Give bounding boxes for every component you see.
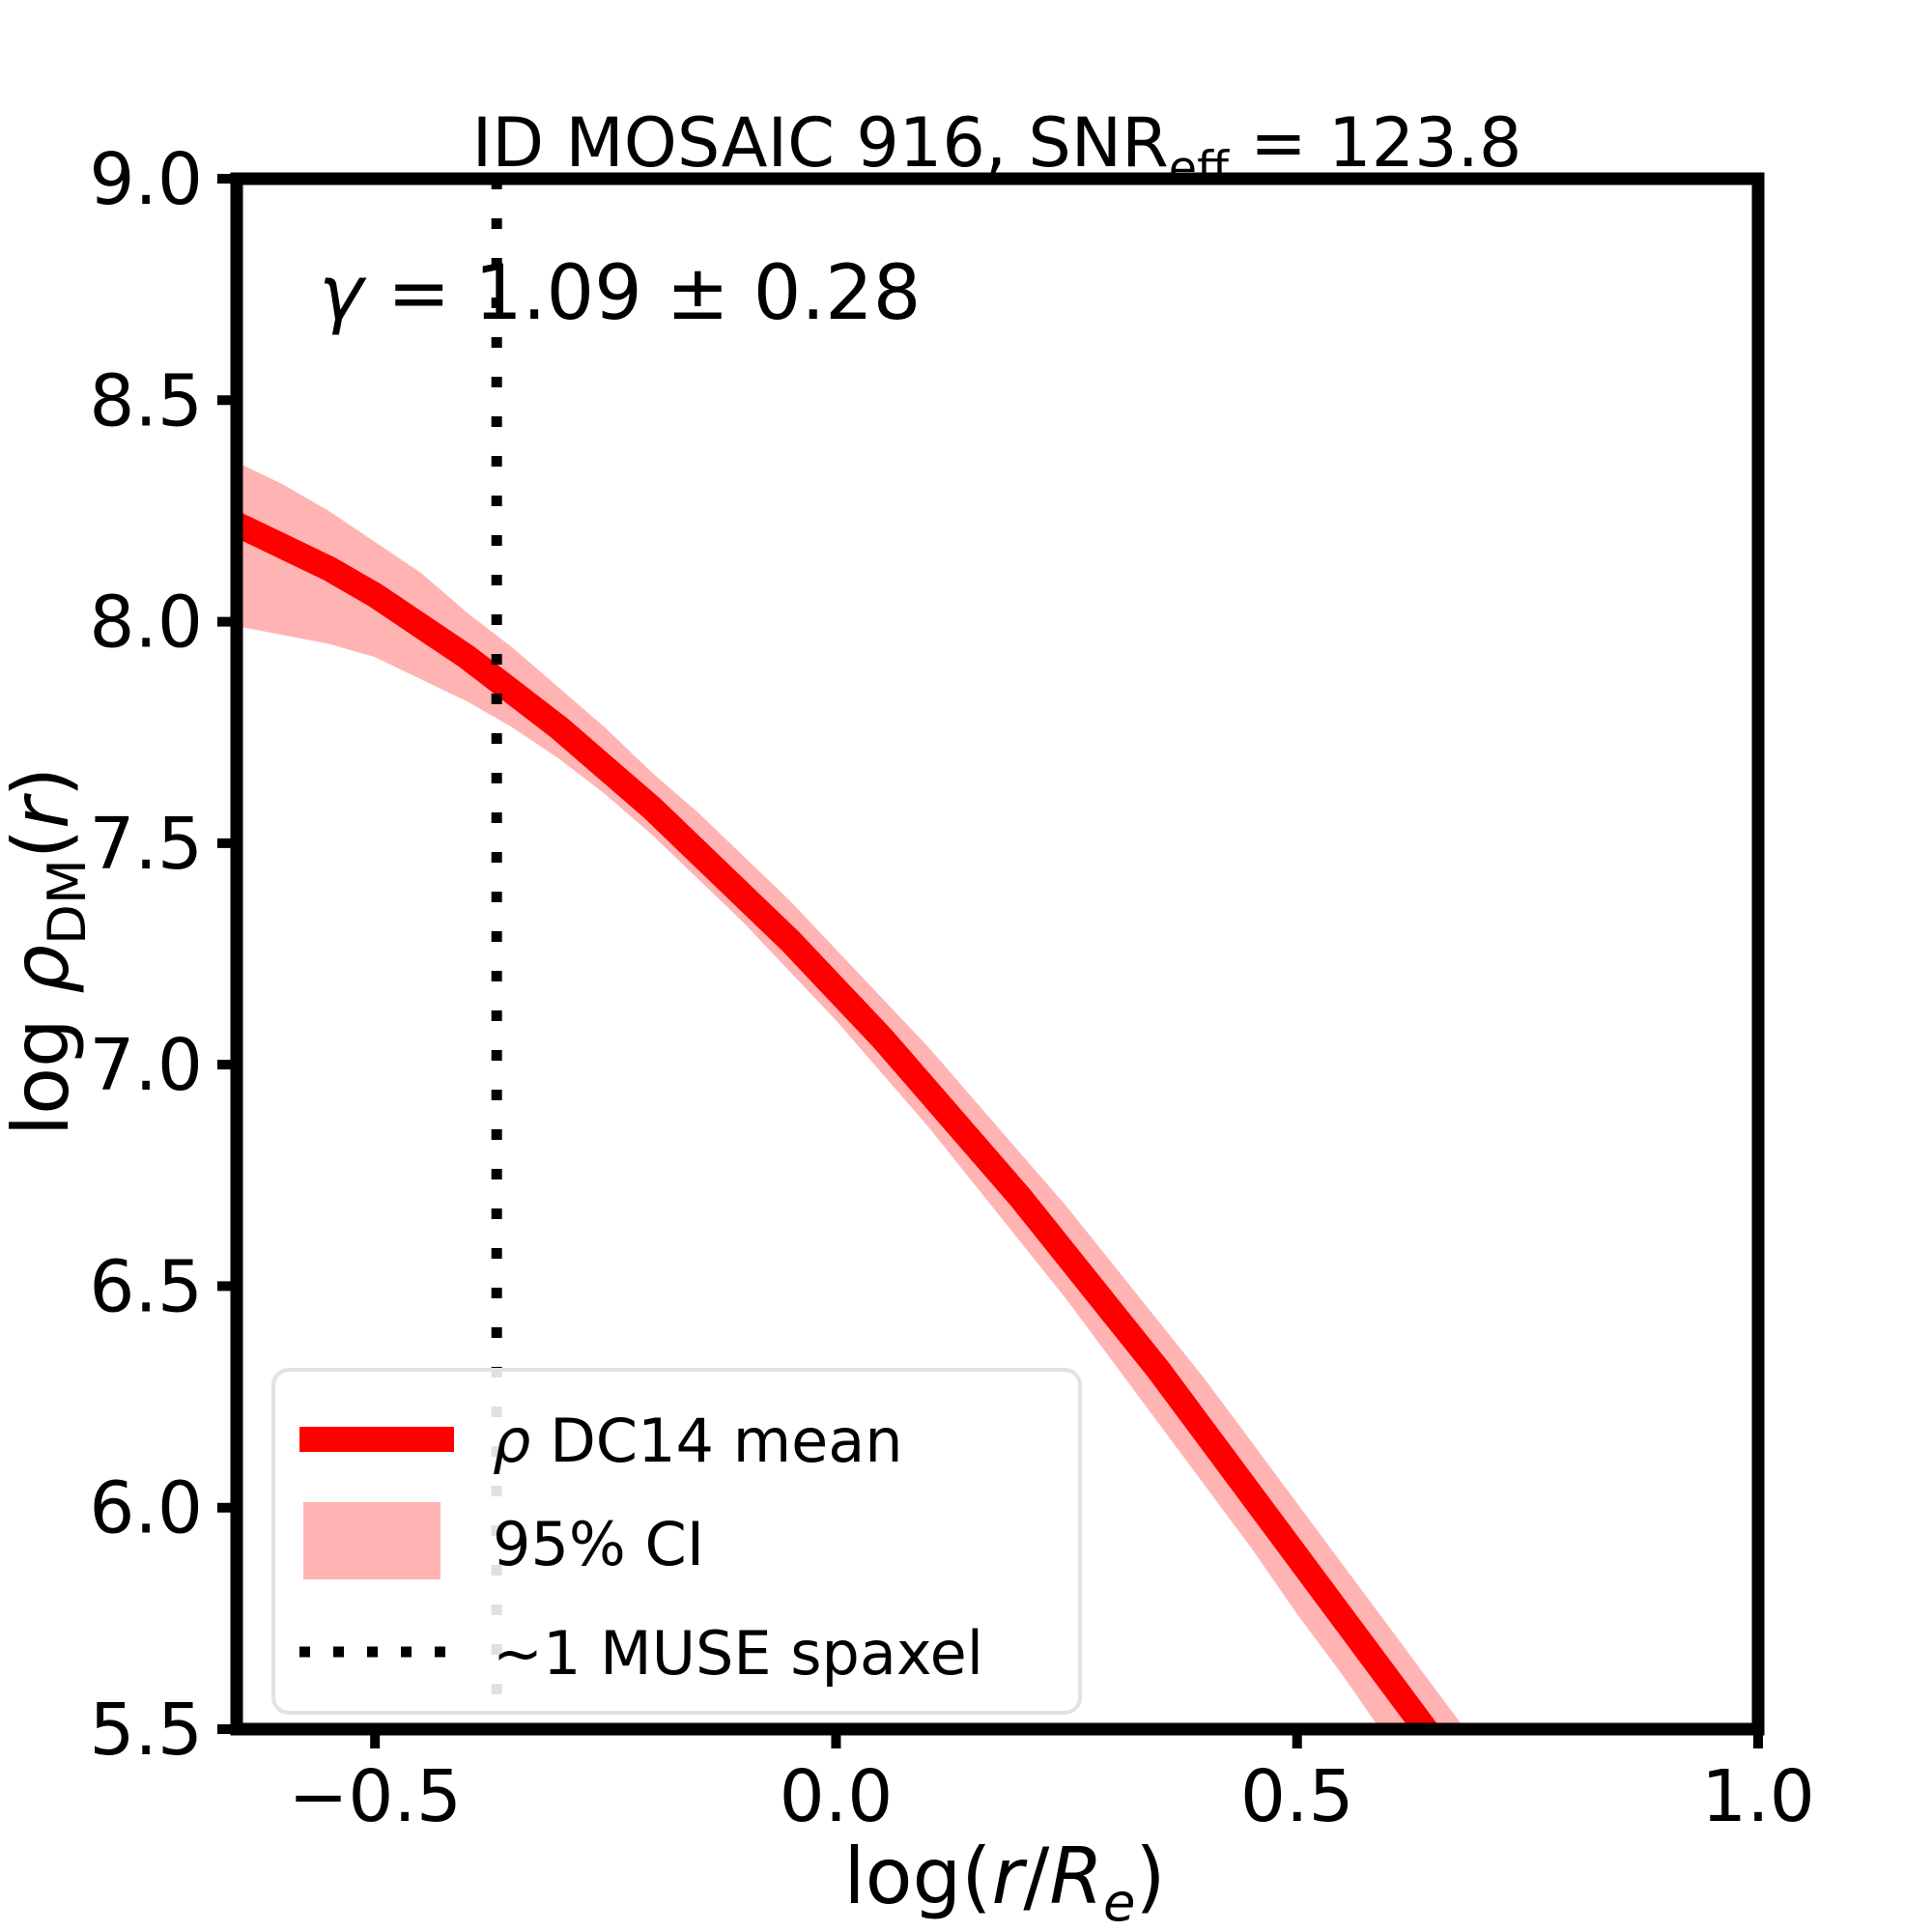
y-tick-label: 5.5 (89, 1689, 203, 1772)
y-tick-label: 9.0 (89, 138, 203, 221)
ci-band-group (237, 462, 1465, 1729)
legend-item-ci[interactable]: 95% CI (303, 1502, 704, 1579)
chart-title: ID MOSAIC 916, SNReff = 123.8 (472, 103, 1522, 195)
mean-line-group (237, 511, 1441, 1729)
x-tick-label: 0.0 (780, 1755, 894, 1838)
axes-frame (230, 172, 1765, 1736)
x-axis-label: log(r/Re) (843, 1832, 1165, 1932)
x-tick-label: 0.5 (1240, 1755, 1354, 1838)
y-axis-label: log ρDM(r) (0, 767, 98, 1136)
x-axis-ticks: −0.5 0.0 0.5 1.0 (288, 1729, 1815, 1838)
y-tick-label: 8.0 (89, 582, 203, 665)
legend-swatch-patch (303, 1502, 440, 1579)
legend-label-1: 95% CI (493, 1509, 704, 1579)
chart-legend[interactable]: ρ DC14 mean 95% CI ~1 MUSE spaxel (271, 1368, 1082, 1715)
legend-label-2: ~1 MUSE spaxel (493, 1618, 983, 1689)
y-tick-label: 7.5 (89, 803, 203, 886)
legend-box (271, 1368, 1082, 1715)
y-tick-label: 7.0 (89, 1024, 203, 1107)
legend-label-0: ρ DC14 mean (493, 1406, 903, 1476)
gamma-annotation: γ = 1.09 ± 0.28 (319, 250, 921, 337)
ci-band-95 (237, 462, 1465, 1729)
legend-item-mean[interactable]: ρ DC14 mean (299, 1406, 903, 1476)
dc14-mean-line (237, 511, 1441, 1729)
y-tick-label: 8.5 (89, 359, 203, 442)
plot-frame (230, 172, 1765, 1736)
y-tick-label: 6.0 (89, 1467, 203, 1550)
y-tick-label: 6.5 (89, 1245, 203, 1328)
x-tick-label: 1.0 (1701, 1755, 1815, 1838)
y-axis-ticks: 9.0 8.5 8.0 7.5 7.0 6.5 6.0 5.5 (89, 138, 237, 1772)
x-tick-label: −0.5 (288, 1755, 462, 1838)
legend-item-spaxel[interactable]: ~1 MUSE spaxel (299, 1618, 983, 1689)
